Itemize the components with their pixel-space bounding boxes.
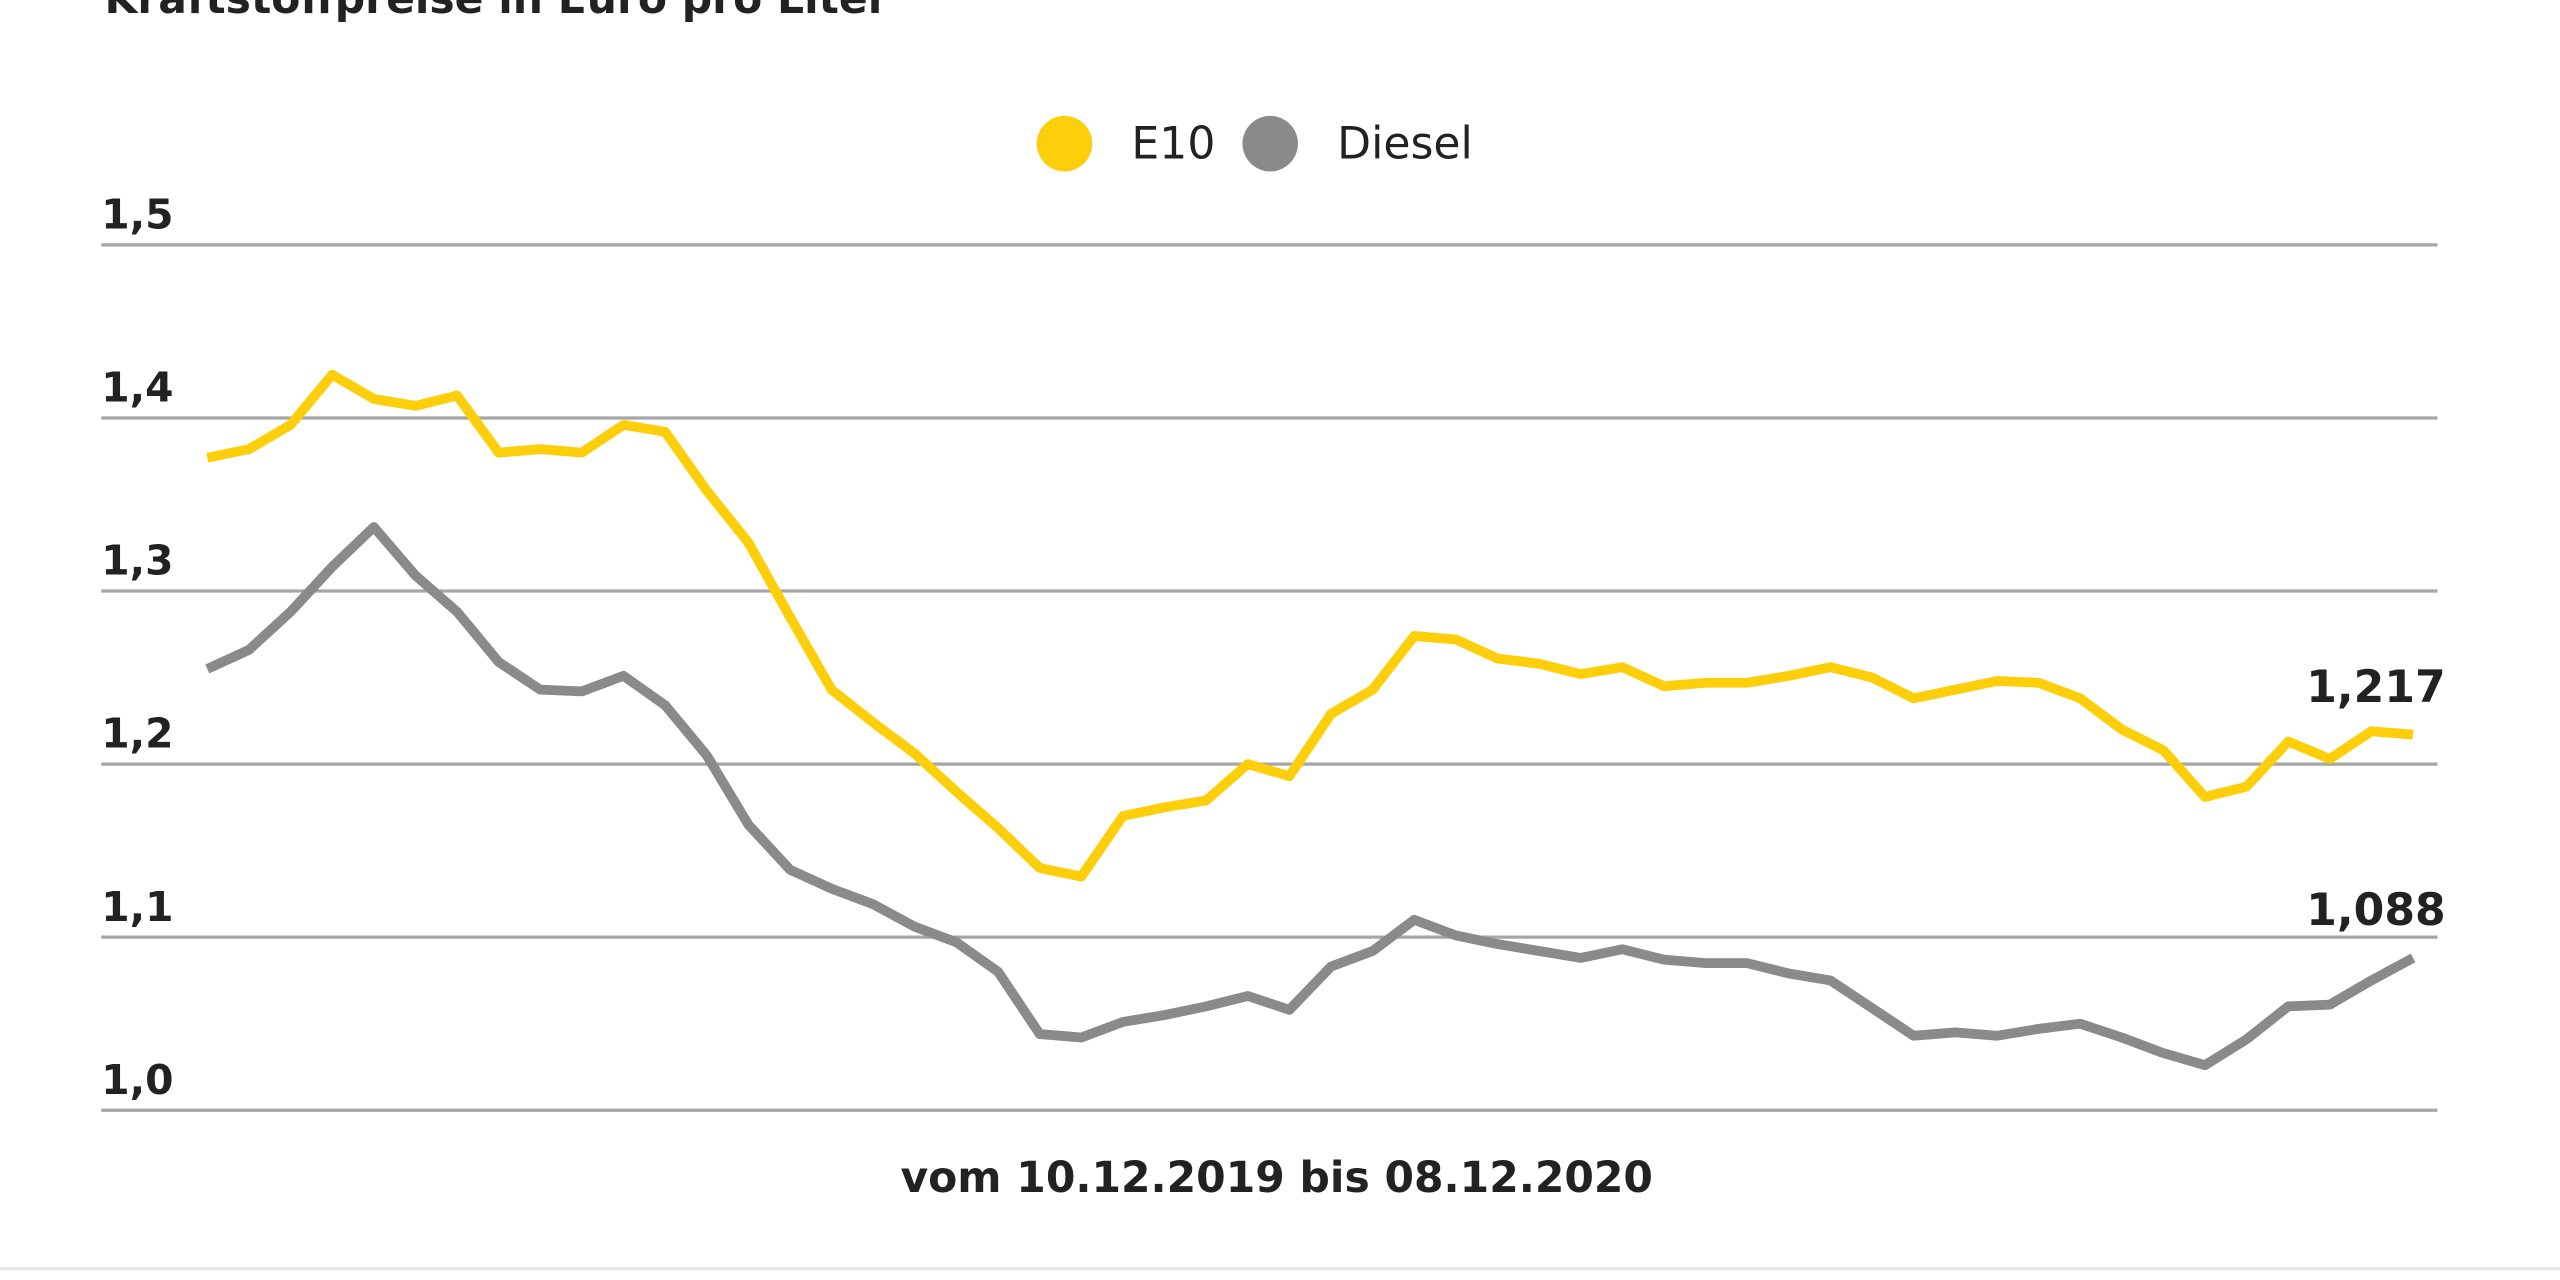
chart-title: Kraftstoffpreise in Euro pro Liter (104, 0, 888, 24)
data-label: 1,217 (2306, 662, 2445, 713)
plot: 1,217 1,088 (205, 369, 2446, 1071)
y-tick-label: 1,2 (101, 710, 173, 758)
y-tick-label: 1,0 (101, 1056, 173, 1104)
legend-marker (1242, 115, 1298, 172)
y-tick-label: 1,1 (101, 883, 173, 931)
legend-label: Diesel (1337, 118, 1473, 169)
data-label: 1,088 (2306, 885, 2445, 936)
legend-label: E10 (1131, 118, 1215, 169)
legend-marker (1036, 115, 1093, 172)
y-tick-label: 1,5 (101, 191, 173, 239)
legend: E10 Diesel (1036, 115, 1473, 172)
y-tick-label: 1,3 (101, 537, 173, 585)
y-tick-label: 1,4 (101, 364, 173, 412)
line-series (206, 369, 2414, 882)
grid: 1,0 1,1 1,2 1,3 1,4 1,5 (101, 191, 2438, 1112)
line-series (205, 522, 2416, 1071)
x-axis-label: vom 10.12.2019 bis 08.12.2020 (900, 1154, 1652, 1203)
